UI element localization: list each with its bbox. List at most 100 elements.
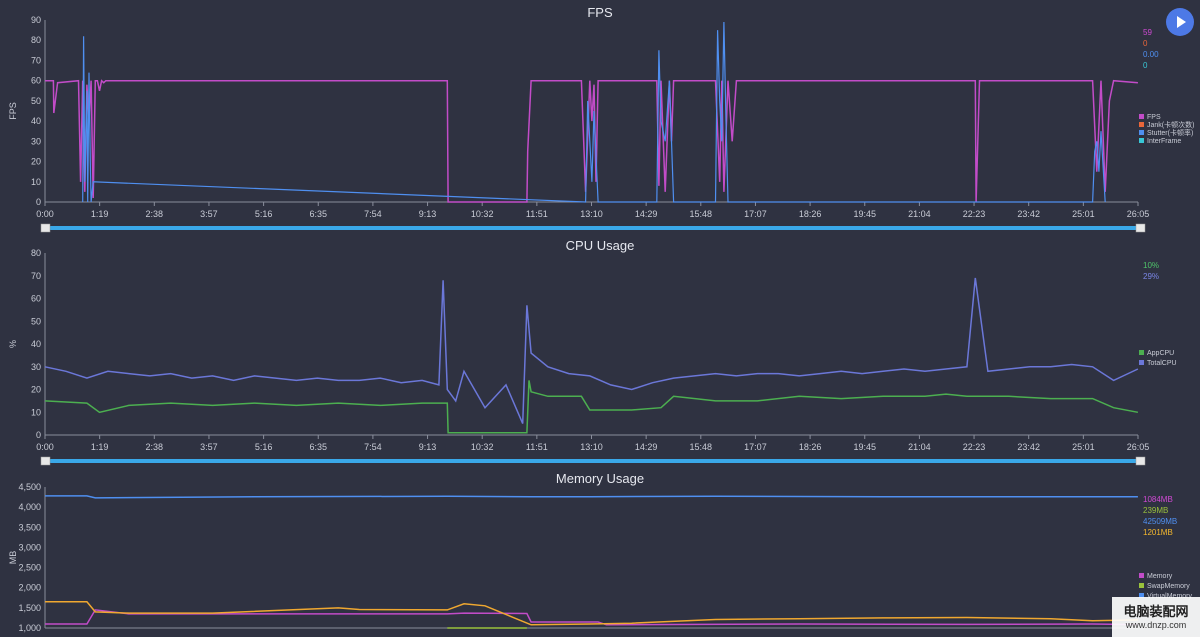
fps-current-value: 0.00: [1143, 50, 1159, 59]
fps-xtick-label: 10:32: [471, 209, 494, 219]
mem-ytick-label: 1,500: [18, 603, 41, 613]
fps-legend-swatch: [1139, 122, 1144, 127]
fps-xtick-label: 14:29: [635, 209, 658, 219]
fps-xtick-label: 5:16: [255, 209, 273, 219]
fps-chart-title: FPS: [587, 5, 613, 20]
fps-xtick-label: 7:54: [364, 209, 382, 219]
mem-series-line: [45, 609, 1138, 626]
cpu-series-line: [44, 277, 1139, 424]
cpu-xtick-label: 19:45: [853, 442, 876, 452]
fps-ytick-label: 10: [31, 177, 41, 187]
mem-series-line: [45, 601, 1138, 626]
mem-ytick-label: 2,000: [18, 583, 41, 593]
mem-current-value: 239MB: [1143, 506, 1168, 515]
fps-ytick-label: 70: [31, 55, 41, 65]
fps-legend-swatch: [1139, 138, 1144, 143]
play-icon: [1177, 16, 1186, 28]
mem-legend-swatch: [1139, 593, 1144, 598]
cpu-xtick-label: 21:04: [908, 442, 931, 452]
fps-current-value: 0: [1143, 61, 1148, 70]
cpu-xtick-label: 11:51: [526, 442, 548, 452]
fps-xtick-label: 26:05: [1127, 209, 1150, 219]
mem-ytick-label: 4,000: [18, 502, 41, 512]
fps-legend-swatch: [1139, 130, 1144, 135]
mem-ytick-label: 2,500: [18, 563, 41, 573]
cpu-xtick-label: 15:48: [690, 442, 713, 452]
cpu-chart-title: CPU Usage: [565, 238, 635, 253]
cpu-xtick-label: 23:42: [1017, 442, 1040, 452]
cpu-xtick-label: 0:00: [36, 442, 54, 452]
mem-ytick-label: 1,000: [18, 623, 41, 633]
cpu-xtick-label: 22:23: [963, 442, 986, 452]
mem-current-value: 1201MB: [1143, 528, 1173, 537]
watermark: 电脑装配网 www.dnzp.com: [1112, 597, 1200, 637]
cpu-xtick-label: 6:35: [309, 442, 327, 452]
fps-xtick-label: 2:38: [146, 209, 164, 219]
mem-legend-label: SwapMemory: [1147, 583, 1190, 590]
fps-time-slider-track: [49, 226, 1140, 230]
cpu-xtick-label: 18:26: [799, 442, 822, 452]
cpu-xtick-label: 26:05: [1127, 442, 1150, 452]
cpu-xtick-label: 3:57: [200, 442, 218, 452]
mem-ylabel: MB: [8, 551, 18, 565]
memory-chart-title: Memory Usage: [555, 471, 645, 486]
mem-ytick-label: 3,000: [18, 542, 41, 552]
cpu-legend-label: AppCPU: [1147, 350, 1174, 357]
cpu-ylabel: %: [8, 340, 18, 348]
mem-legend-swatch: [1139, 583, 1144, 588]
fps-xtick-label: 0:00: [36, 209, 54, 219]
fps-ytick-label: 20: [31, 157, 41, 167]
cpu-legend-swatch: [1139, 350, 1144, 355]
cpu-ytick-label: 80: [31, 248, 41, 258]
watermark-main: 电脑装配网: [1123, 604, 1189, 619]
mem-legend-label: VirtualMemory: [1147, 593, 1192, 600]
cpu-ytick-label: 40: [31, 339, 41, 349]
fps-ytick-label: 0: [36, 197, 41, 207]
fps-xtick-label: 9:13: [419, 209, 437, 219]
cpu-xtick-label: 10:32: [471, 442, 494, 452]
fps-ytick-label: 90: [31, 15, 41, 25]
fps-current-value: 59: [1143, 28, 1152, 37]
fps-xtick-label: 21:04: [908, 209, 931, 219]
cpu-xtick-label: 14:29: [635, 442, 658, 452]
fps-slider-handle-left[interactable]: [40, 223, 51, 233]
fps-xtick-label: 22:23: [963, 209, 986, 219]
fps-xtick-label: 6:35: [309, 209, 327, 219]
fps-current-value: 0: [1143, 39, 1148, 48]
cpu-ytick-label: 50: [31, 316, 41, 326]
cpu-ytick-label: 60: [31, 294, 41, 304]
mem-current-value: 42509MB: [1143, 517, 1177, 526]
fps-xtick-label: 23:42: [1017, 209, 1040, 219]
mem-legend-label: Memory: [1147, 573, 1173, 580]
fps-legend-label: Jank(卡顿次数): [1147, 120, 1194, 129]
cpu-current-value: 29%: [1143, 272, 1159, 281]
cpu-xtick-label: 13:10: [580, 442, 603, 452]
cpu-slider-handle-right[interactable]: [1135, 456, 1146, 466]
cpu-xtick-label: 5:16: [255, 442, 273, 452]
cpu-slider-handle-left[interactable]: [40, 456, 51, 466]
cpu-current-value: 10%: [1143, 261, 1159, 270]
fps-slider-handle-right[interactable]: [1135, 223, 1146, 233]
fps-legend-label: InterFrame: [1147, 138, 1181, 145]
fps-series-line: [45, 79, 1138, 203]
cpu-legend-swatch: [1139, 360, 1144, 365]
fps-xtick-label: 13:10: [580, 209, 603, 219]
cpu-series-line: [44, 380, 1139, 434]
fps-xtick-label: 11:51: [526, 209, 548, 219]
cpu-xtick-label: 2:38: [146, 442, 164, 452]
play-button[interactable]: [1166, 8, 1194, 36]
fps-xtick-label: 18:26: [799, 209, 822, 219]
cpu-xtick-label: 9:13: [419, 442, 437, 452]
cpu-ytick-label: 30: [31, 362, 41, 372]
cpu-time-slider-track: [49, 459, 1140, 463]
fps-ytick-label: 30: [31, 136, 41, 146]
fps-series-line: [82, 21, 1106, 203]
cpu-xtick-label: 25:01: [1072, 442, 1095, 452]
cpu-ytick-label: 70: [31, 271, 41, 281]
mem-ytick-label: 4,500: [18, 482, 41, 492]
fps-xtick-label: 25:01: [1072, 209, 1095, 219]
cpu-ytick-label: 0: [36, 430, 41, 440]
fps-legend-swatch: [1139, 114, 1144, 119]
fps-ytick-label: 50: [31, 96, 41, 106]
